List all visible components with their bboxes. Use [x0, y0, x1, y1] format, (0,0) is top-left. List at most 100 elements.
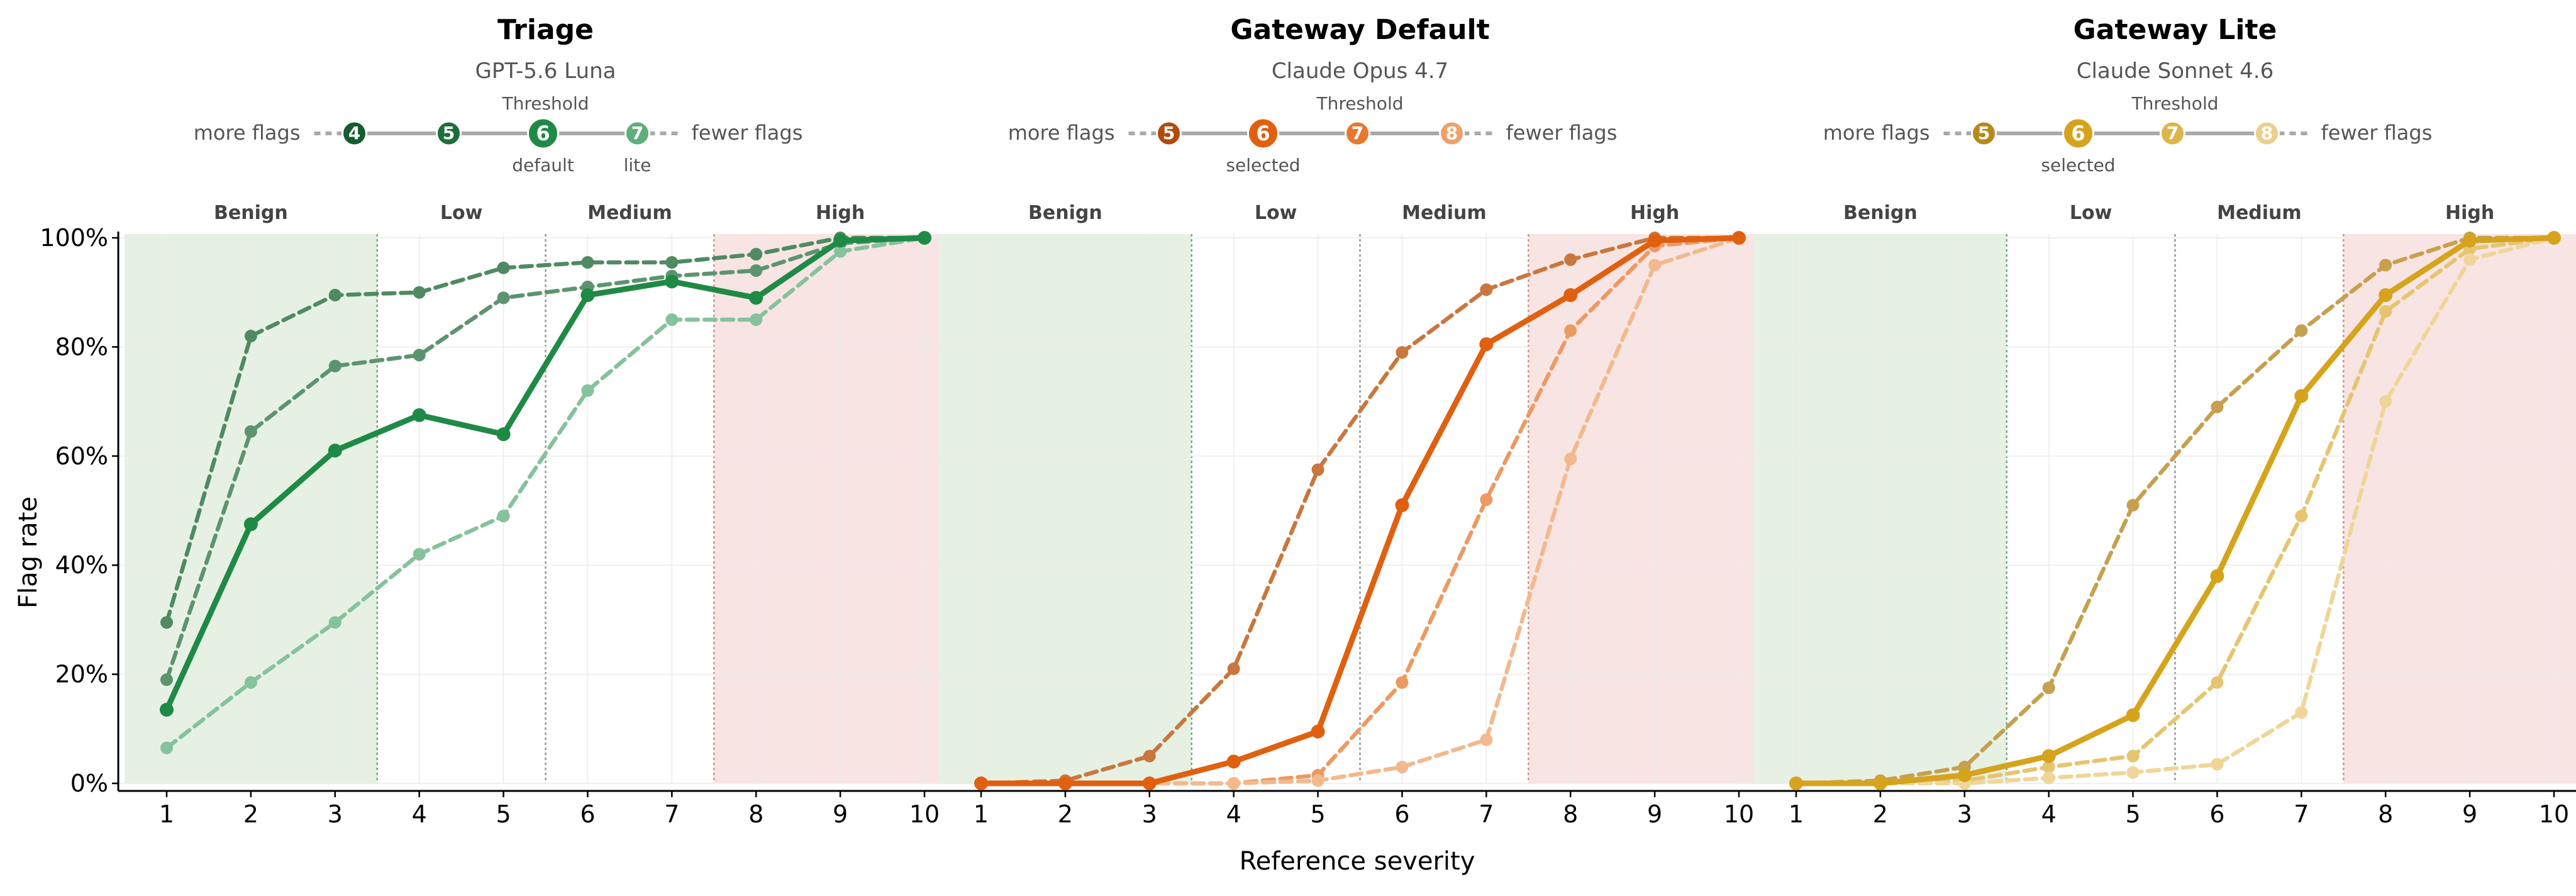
- data-point-threshold-6: [2294, 389, 2309, 403]
- band-label-low: Low: [1255, 202, 1297, 224]
- threshold-node-5: [436, 120, 462, 147]
- data-point-threshold-6: [1058, 776, 1072, 790]
- threshold-node-label: 5: [1163, 123, 1175, 143]
- data-point-threshold-6: [2210, 569, 2224, 583]
- chart-title: Triage: [497, 14, 594, 46]
- band-label-low: Low: [440, 202, 482, 224]
- threshold-more-flags-label: more flags: [1823, 121, 1930, 145]
- band-high: [2343, 234, 2576, 783]
- data-point-threshold-7: [581, 384, 594, 397]
- data-point-threshold-5: [1396, 346, 1409, 359]
- data-point-threshold-6: [749, 291, 763, 305]
- data-point-threshold-6: [2463, 233, 2477, 248]
- threshold-node-label: 5: [443, 123, 455, 143]
- x-tick-label: 7: [1479, 800, 1494, 828]
- x-tick-label: 3: [1957, 800, 1972, 828]
- data-point-threshold-8: [1648, 259, 1662, 272]
- y-tick-label: 60%: [55, 442, 108, 470]
- data-point-threshold-8: [1480, 733, 1493, 746]
- threshold-fewer-flags-label: fewer flags: [692, 121, 803, 145]
- data-point-threshold-6: [412, 408, 426, 422]
- data-point-threshold-4: [160, 616, 173, 629]
- threshold-node-label: 6: [1256, 121, 1270, 145]
- threshold-more-flags-label: more flags: [194, 121, 301, 145]
- data-point-threshold-7: [413, 547, 426, 561]
- data-point-threshold-6: [2126, 708, 2140, 722]
- x-tick-label: 8: [2378, 800, 2393, 828]
- data-point-threshold-6: [496, 427, 511, 442]
- series-line-threshold-6: [1793, 235, 2557, 787]
- series-line-threshold-4: [164, 235, 927, 625]
- band-label-low: Low: [2070, 202, 2112, 224]
- data-point-threshold-6: [160, 702, 174, 717]
- data-point-threshold-7: [2211, 676, 2224, 689]
- threshold-node-label: 6: [536, 121, 550, 145]
- data-point-threshold-6: [1873, 776, 1887, 790]
- data-point-threshold-4: [665, 256, 679, 269]
- x-tick-label: 7: [664, 800, 679, 828]
- data-point-threshold-7: [834, 245, 847, 258]
- data-point-threshold-5: [1480, 283, 1493, 296]
- threshold-node-8: [2254, 120, 2280, 147]
- data-point-threshold-4: [413, 286, 426, 299]
- threshold-node-4: [341, 120, 367, 147]
- data-point-threshold-6: [328, 444, 342, 458]
- data-point-threshold-8: [2379, 395, 2392, 408]
- threshold-node-5: [1156, 120, 1182, 147]
- x-tick-label: 9: [1647, 800, 1662, 828]
- x-tick-label: 6: [580, 800, 595, 828]
- data-point-threshold-8: [2463, 253, 2477, 266]
- data-point-threshold-6: [833, 233, 848, 248]
- y-tick-label: 80%: [55, 333, 108, 361]
- data-point-threshold-6: [1732, 231, 1746, 245]
- data-point-threshold-7: [497, 510, 510, 523]
- threshold-title: Threshold: [502, 93, 589, 114]
- x-tick-label: 7: [2294, 800, 2309, 828]
- threshold-node-note: selected: [1226, 155, 1300, 176]
- data-point-threshold-5: [1227, 662, 1240, 675]
- x-tick-label: 10: [2539, 800, 2569, 828]
- threshold-node-6: [527, 117, 559, 150]
- chart-title: Gateway Lite: [2074, 14, 2277, 46]
- data-point-threshold-5: [750, 264, 763, 277]
- threshold-title: Threshold: [2131, 93, 2219, 114]
- threshold-node-label: 8: [1446, 123, 1458, 143]
- threshold-more-flags-label: more flags: [1008, 121, 1115, 145]
- data-point-threshold-5: [160, 673, 173, 686]
- series-line-threshold-7: [164, 235, 927, 750]
- data-point-threshold-6: [974, 776, 988, 790]
- threshold-node-8: [1439, 120, 1465, 147]
- threshold-title: Threshold: [1316, 93, 1404, 114]
- x-tick-label: 6: [1394, 800, 1409, 828]
- data-point-threshold-7: [1480, 493, 1493, 507]
- x-tick-label: 9: [2462, 800, 2477, 828]
- data-point-threshold-6: [2041, 749, 2056, 763]
- data-point-threshold-4: [497, 261, 510, 274]
- threshold-node-5: [1971, 120, 1997, 147]
- data-point-threshold-5: [2211, 400, 2224, 413]
- band-label-high: High: [1630, 202, 1679, 224]
- y-tick-label: 100%: [40, 224, 108, 252]
- data-point-threshold-6: [918, 231, 931, 245]
- data-point-threshold-5: [2126, 498, 2140, 512]
- data-point-threshold-7: [328, 616, 341, 629]
- data-point-threshold-6: [1957, 768, 1972, 782]
- threshold-node-label: 7: [2167, 123, 2179, 143]
- data-point-threshold-6: [1563, 288, 1578, 303]
- chart-panel-2: Gateway Default Claude Opus 4.7 Threshold m…: [933, 14, 1787, 828]
- x-tick-label: 9: [833, 800, 848, 828]
- band-label-high: High: [2445, 202, 2494, 224]
- x-tick-label: 8: [1563, 800, 1578, 828]
- threshold-fewer-flags-label: fewer flags: [1506, 121, 1618, 145]
- data-point-threshold-5: [1311, 463, 1324, 476]
- x-tick-label: 4: [412, 800, 427, 828]
- data-point-threshold-7: [244, 676, 257, 689]
- data-point-threshold-5: [2379, 259, 2392, 272]
- x-tick-label: 1: [974, 800, 989, 828]
- data-point-threshold-7: [665, 313, 679, 327]
- data-point-threshold-6: [2547, 231, 2561, 245]
- x-tick-label: 8: [748, 800, 763, 828]
- data-point-threshold-5: [244, 425, 257, 438]
